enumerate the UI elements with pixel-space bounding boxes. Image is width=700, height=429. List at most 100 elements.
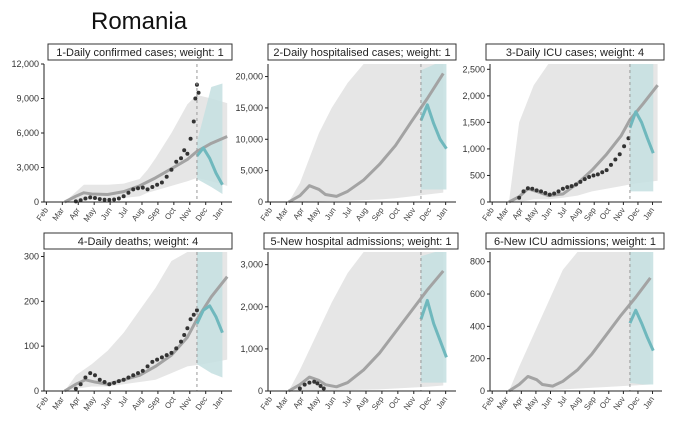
observed-point	[565, 185, 570, 190]
observed-point	[169, 350, 174, 355]
observed-point	[182, 332, 187, 337]
chart-title: 3-Daily ICU cases; weight: 4	[506, 47, 644, 59]
y-tick-label: 100	[24, 341, 39, 351]
x-tick-label: Oct	[387, 205, 402, 221]
observed-point	[150, 185, 155, 190]
x-tick-label: Jun	[99, 206, 114, 222]
projection-uncertainty-band	[629, 252, 654, 385]
y-tick-label: 300	[24, 251, 39, 261]
x-tick-label: Nov	[402, 206, 418, 223]
observed-point	[297, 386, 302, 391]
observed-point	[126, 375, 131, 380]
chart-panel-5: 5-New hospital admissions; weight: 1 0 1,0…	[240, 232, 459, 413]
observed-point	[530, 186, 535, 191]
y-tick-label: 400	[470, 321, 485, 331]
x-tick-label: Mar	[495, 395, 510, 412]
observed-point	[121, 377, 126, 382]
page-title: Romania	[91, 8, 188, 35]
y-tick-label: 1,000	[462, 144, 485, 154]
observed-point	[174, 346, 179, 351]
x-tick-label: Dec	[626, 395, 642, 412]
x-tick-label: Oct	[598, 205, 613, 221]
observed-point	[73, 199, 78, 204]
y-tick-label: 1,000	[240, 344, 263, 354]
observed-point	[191, 312, 196, 317]
observed-point	[97, 197, 102, 202]
x-tick-label: Sep	[146, 395, 162, 412]
chart-title-box	[47, 43, 233, 61]
observed-point	[604, 168, 609, 173]
x-tick-label: Sep	[582, 206, 598, 223]
x-tick-label: Jun	[323, 206, 338, 222]
observed-point	[315, 381, 320, 386]
x-tick-label: Aug	[130, 395, 146, 412]
x-tick-label: Aug	[568, 206, 584, 223]
model-uncertainty-band	[64, 95, 228, 202]
y-tick-label: 800	[470, 257, 485, 267]
y-tick-label: 0	[480, 197, 485, 207]
observed-point	[164, 353, 169, 358]
observed-point	[116, 196, 121, 201]
chart-title-box	[485, 43, 665, 61]
x-tick-label: Jun	[99, 395, 114, 411]
model-uncertainty-band	[288, 64, 444, 202]
x-tick-label: Mar	[275, 395, 290, 412]
observed-point	[145, 187, 150, 192]
projection-uncertainty-band	[196, 83, 223, 194]
chart-panel-2: 2-Daily hospitalised cases; weight: 1 0 5,…	[235, 43, 457, 224]
x-tick-label: Sep	[370, 206, 386, 223]
x-tick-label: Jul	[340, 206, 353, 220]
y-tick-label: 500	[470, 170, 485, 180]
observed-point	[539, 189, 544, 194]
observed-point	[136, 371, 140, 376]
x-tick-label: Dec	[418, 395, 434, 412]
x-tick-label: Jan	[211, 206, 226, 222]
observed-point	[600, 170, 605, 175]
x-tick-label: Mar	[495, 206, 510, 223]
y-tick-label: 3,000	[16, 163, 39, 173]
x-tick-label: Jan	[211, 395, 226, 411]
observed-point	[622, 144, 627, 149]
x-tick-label: May	[524, 395, 540, 413]
observed-point	[521, 189, 526, 194]
observed-point	[591, 173, 596, 178]
model-uncertainty-band	[508, 64, 658, 202]
observed-point	[185, 326, 190, 331]
observed-point	[182, 148, 187, 153]
x-tick-label: May	[524, 206, 540, 224]
x-tick-label: Oct	[163, 394, 178, 410]
x-tick-label: Jun	[539, 395, 554, 411]
x-tick-label: Dec	[626, 206, 642, 223]
y-tick-label: 0	[258, 197, 263, 207]
chart-title-box	[267, 43, 457, 61]
observed-point	[185, 151, 190, 156]
observed-point	[587, 175, 592, 180]
observed-point	[617, 152, 622, 157]
x-tick-label: May	[306, 395, 322, 413]
observed-point	[73, 386, 78, 391]
x-tick-label: Oct	[598, 394, 613, 410]
observed-point	[159, 355, 164, 360]
observed-point	[145, 364, 150, 369]
observed-point	[194, 308, 199, 313]
x-tick-label: May	[82, 206, 98, 224]
observed-point	[112, 197, 117, 202]
x-tick-label: May	[306, 206, 322, 224]
projection-line	[628, 308, 655, 352]
x-tick-label: Aug	[130, 206, 146, 223]
projection-uncertainty-band	[629, 64, 654, 192]
chart-title: 1-Daily confirmed cases; weight: 1	[56, 47, 224, 59]
observed-point	[179, 339, 184, 344]
x-tick-label: Jul	[116, 395, 129, 409]
y-tick-label: 600	[470, 289, 485, 299]
chart-title: 5-New hospital admissions; weight: 1	[271, 236, 452, 248]
observed-point	[88, 195, 93, 200]
observed-point	[140, 185, 145, 190]
chart-title-box	[43, 232, 233, 250]
observed-point	[196, 90, 201, 95]
observed-point	[97, 377, 102, 382]
observed-point	[302, 382, 307, 387]
observed-point	[179, 156, 184, 161]
observed-point	[116, 379, 121, 384]
